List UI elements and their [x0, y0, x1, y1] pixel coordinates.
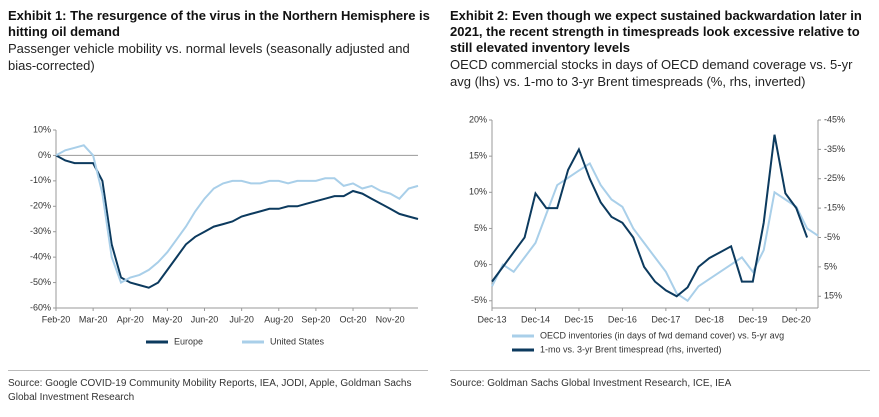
- y-tick-label: 5%: [474, 223, 487, 233]
- x-tick-label: Apr-20: [117, 314, 144, 324]
- series-line: [55, 144, 419, 285]
- source: Source: Google COVID-19 Community Mobili…: [8, 370, 428, 405]
- x-tick-label: May-20: [152, 314, 182, 324]
- chart-title: Exhibit 1: The resurgence of the virus i…: [8, 8, 430, 39]
- x-tick-label: Dec-14: [521, 314, 550, 324]
- legend-label: United States: [270, 336, 325, 346]
- legend-label: 1-mo vs. 3-yr Brent timespread (rhs, inv…: [540, 344, 722, 354]
- panel: Exhibit 1: The resurgence of the virus i…: [8, 8, 433, 74]
- source: Source: Goldman Sachs Global Investment …: [450, 370, 870, 391]
- x-tick-label: Oct-20: [340, 314, 367, 324]
- y-tick-label: -40%: [30, 252, 51, 262]
- x-tick-label: Dec-20: [782, 314, 811, 324]
- x-tick-label: Jul-20: [229, 314, 254, 324]
- x-tick-label: Dec-13: [477, 314, 506, 324]
- x-tick-label: Dec-15: [564, 314, 593, 324]
- y2-tick-label: -45%: [824, 114, 845, 124]
- y-tick-label: 10%: [469, 187, 487, 197]
- y2-tick-label: 5%: [824, 261, 837, 271]
- x-tick-label: Jun-20: [191, 314, 219, 324]
- y-tick-label: -60%: [30, 302, 51, 312]
- series-line: [491, 134, 809, 298]
- y-tick-label: 0%: [474, 259, 487, 269]
- legend-label: OECD inventories (in days of fwd demand …: [540, 330, 784, 340]
- y-tick-label: 10%: [33, 124, 51, 134]
- y2-tick-label: -35%: [824, 144, 845, 154]
- chart: -60% -50% -40% -30% -20% -10% 0% 10% Feb-20 Mar-2…: [30, 124, 419, 346]
- y-tick-label: -30%: [30, 226, 51, 236]
- panel: Exhibit 2: Even though we expect sustain…: [450, 8, 875, 90]
- x-tick-label: Dec-19: [738, 314, 767, 324]
- chart-subtitle: Passenger vehicle mobility vs. normal le…: [8, 41, 410, 73]
- chart: -5% 0% 5% 10% 15% 20% -45% -35% -25% -15% -5% 5% 15%…: [469, 114, 845, 354]
- x-tick-label: Dec-17: [651, 314, 680, 324]
- x-tick-label: Feb-20: [42, 314, 71, 324]
- x-tick-label: Sep-20: [301, 314, 330, 324]
- series-line: [491, 161, 819, 303]
- y2-tick-label: 15%: [824, 291, 842, 301]
- y-tick-label: 15%: [469, 151, 487, 161]
- y-tick-label: -20%: [30, 201, 51, 211]
- x-tick-label: Mar-20: [79, 314, 108, 324]
- x-tick-label: Aug-20: [264, 314, 293, 324]
- y-tick-label: -10%: [30, 175, 51, 185]
- chart-title: Exhibit 2: Even though we expect sustain…: [450, 8, 862, 55]
- x-tick-label: Nov-20: [376, 314, 405, 324]
- y2-tick-label: -5%: [824, 232, 840, 242]
- y2-tick-label: -25%: [824, 173, 845, 183]
- x-tick-label: Dec-18: [695, 314, 724, 324]
- legend-label: Europe: [174, 336, 203, 346]
- y-tick-label: -50%: [30, 277, 51, 287]
- y-tick-label: -5%: [471, 295, 487, 305]
- series-line: [55, 154, 419, 289]
- y-tick-label: 0%: [38, 150, 51, 160]
- chart-subtitle: OECD commercial stocks in days of OECD d…: [450, 57, 853, 89]
- y2-tick-label: -15%: [824, 203, 845, 213]
- x-tick-label: Dec-16: [608, 314, 637, 324]
- y-tick-label: 20%: [469, 114, 487, 124]
